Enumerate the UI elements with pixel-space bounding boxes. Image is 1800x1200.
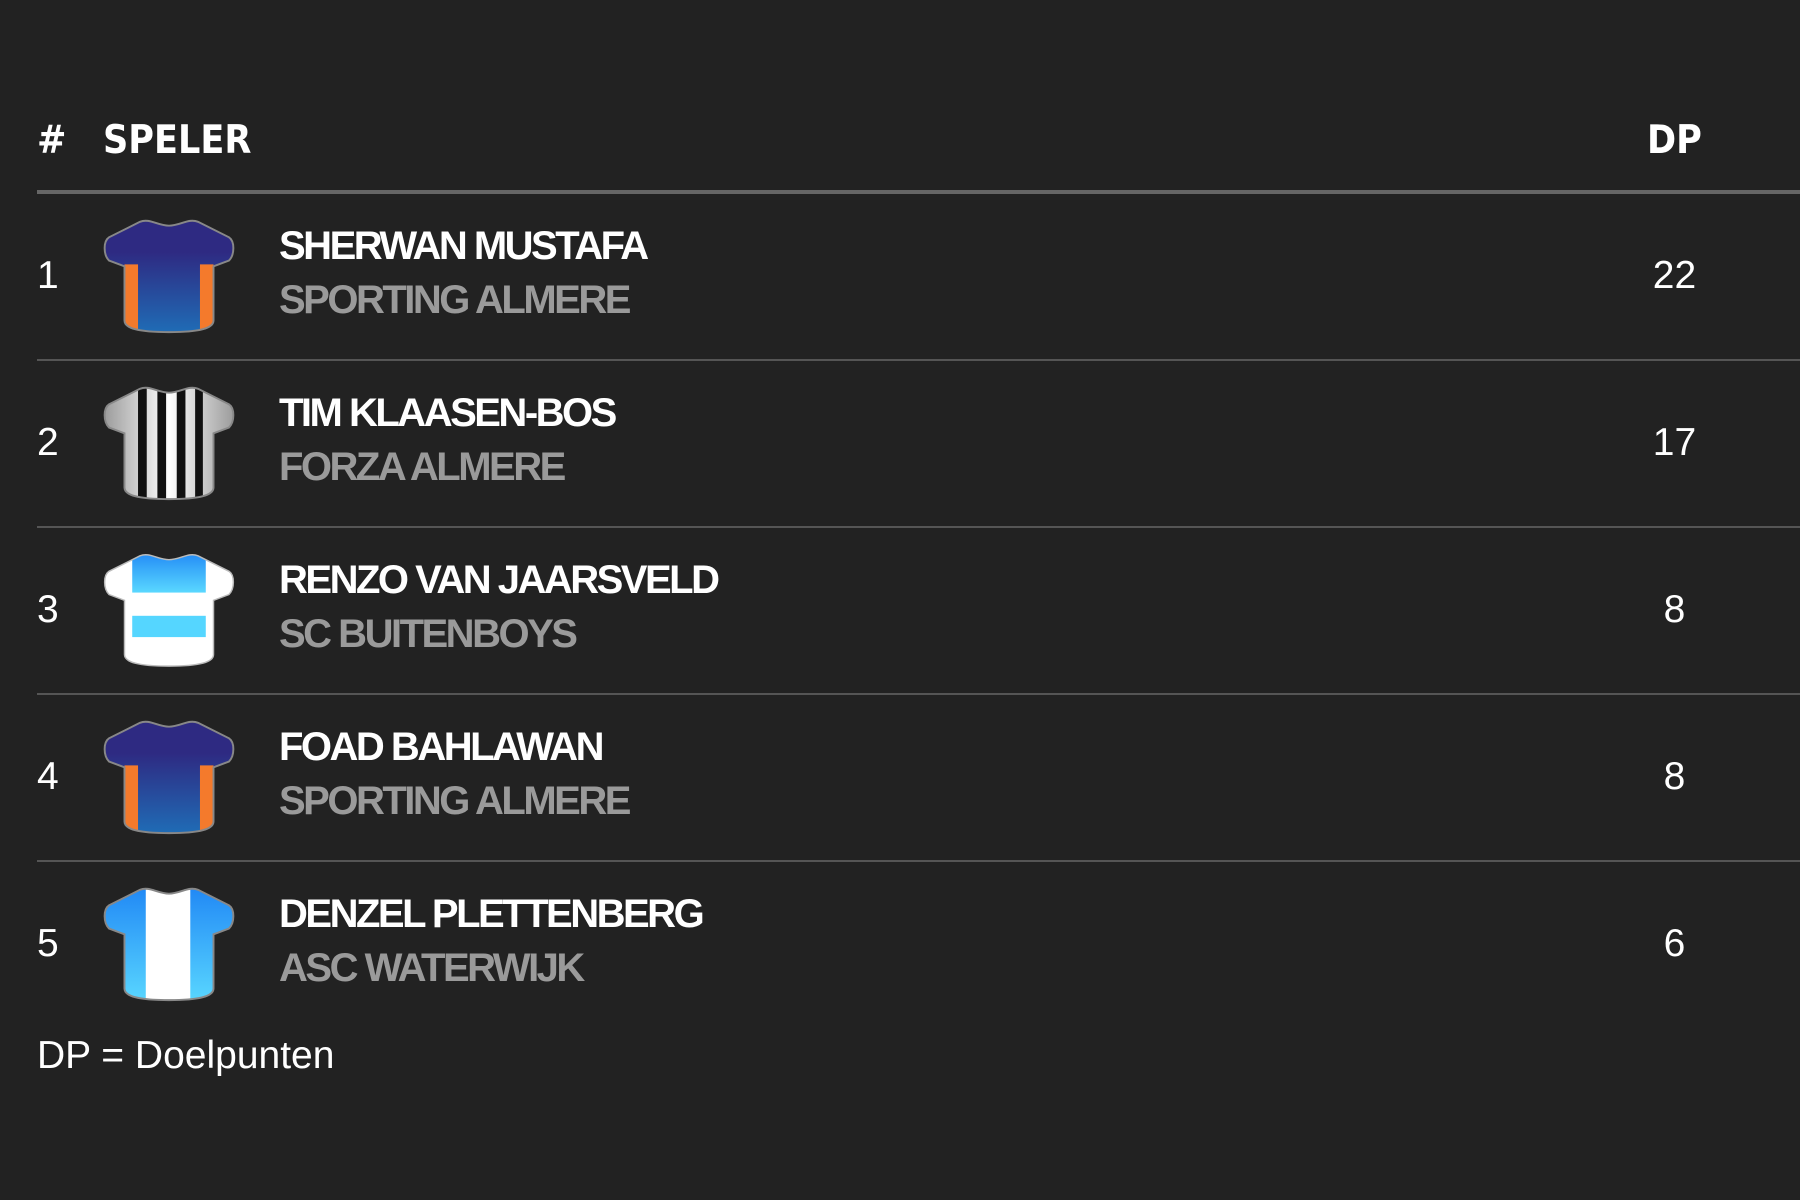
rank: 3 <box>37 588 59 631</box>
club-name[interactable]: FORZA ALMERE <box>279 445 566 489</box>
goals-value: 17 <box>1652 421 1697 464</box>
table-row[interactable]: 1 SHERWAN MUSTAFA SPORTING ALMERE 22 <box>37 194 1800 361</box>
club-name[interactable]: ASC WATERWIJK <box>279 946 585 990</box>
goals-value: 6 <box>1663 922 1686 965</box>
club-name[interactable]: SC BUITENBOYS <box>279 612 578 656</box>
asc-waterwijk-jersey-icon <box>103 887 235 1002</box>
player-name[interactable]: DENZEL PLETTENBERG <box>279 892 705 936</box>
goals-value: 8 <box>1663 588 1686 631</box>
sc-buitenboys-jersey-icon <box>103 554 235 667</box>
goals-value: 22 <box>1652 254 1697 297</box>
table-row[interactable]: 4 FOAD BAHLAWAN SPORTING ALMERE 8 <box>37 695 1800 862</box>
goals-value: 8 <box>1663 755 1686 798</box>
scorers-table: 1 SHERWAN MUSTAFA SPORTING ALMERE 22 2 T… <box>37 194 1800 1027</box>
table-header: # SPELER DP <box>37 118 1800 194</box>
table-row[interactable]: 2 TIM KLAASEN-BOS FORZA ALMERE 17 <box>37 361 1800 528</box>
legend-note: DP = Doelpunten <box>37 1034 335 1077</box>
player-name[interactable]: FOAD BAHLAWAN <box>279 725 605 769</box>
rank-column-header: # <box>37 118 67 163</box>
rank: 2 <box>37 421 59 464</box>
table-row[interactable]: 3 RENZO VAN JAARSVELD SC BUITENBOYS 8 <box>37 528 1800 695</box>
rank: 1 <box>37 254 59 297</box>
goals-column-header: DP <box>1647 118 1702 163</box>
player-column-header: SPELER <box>103 118 252 163</box>
player-name[interactable]: RENZO VAN JAARSVELD <box>279 558 720 602</box>
rank: 5 <box>37 922 59 965</box>
table-row[interactable]: 5 DENZEL PLETTENBERG ASC WATERWIJK 6 <box>37 862 1800 1027</box>
player-name[interactable]: TIM KLAASEN-BOS <box>279 391 617 435</box>
sporting-almere-jersey-icon <box>103 219 235 334</box>
rank: 4 <box>37 755 59 798</box>
player-name[interactable]: SHERWAN MUSTAFA <box>279 224 649 268</box>
sporting-almere-jersey-icon <box>103 720 235 835</box>
club-name[interactable]: SPORTING ALMERE <box>279 779 631 823</box>
club-name[interactable]: SPORTING ALMERE <box>279 278 631 322</box>
forza-almere-jersey-icon <box>103 386 235 501</box>
